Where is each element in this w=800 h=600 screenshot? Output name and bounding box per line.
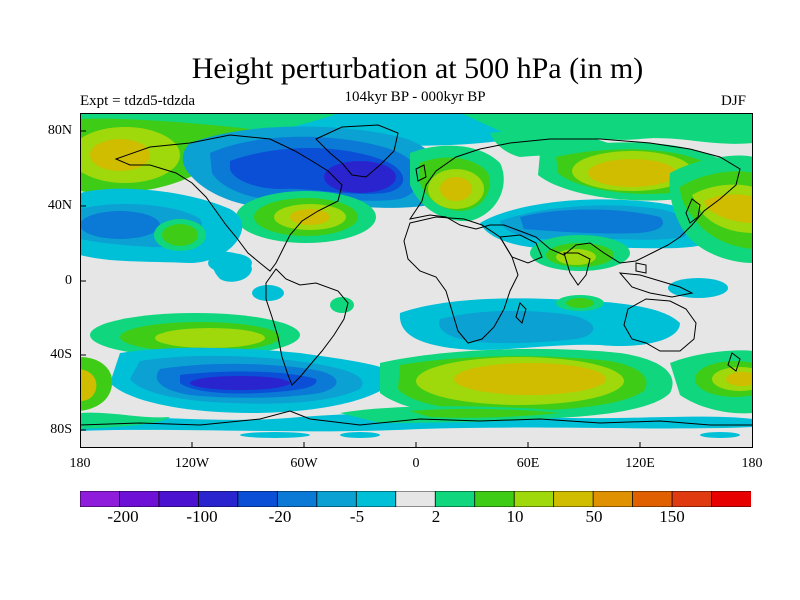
colorbar-label: 150 [659, 507, 685, 526]
contour-region [190, 376, 290, 390]
contour-region [726, 372, 753, 386]
colorbar-swatch [158, 491, 200, 507]
contour-region [90, 139, 150, 171]
contour-region [410, 408, 560, 418]
contour-region [520, 209, 664, 234]
contour-region [155, 328, 265, 348]
colorbar-swatches [80, 491, 751, 507]
contour-region [80, 412, 170, 429]
colorbar-swatch [632, 491, 673, 507]
lon-tick-label: 180 [69, 456, 91, 471]
lat-tick-label: 80N [47, 123, 72, 138]
contour-region [460, 113, 753, 144]
colorbar-swatch [553, 491, 595, 507]
contour-region [330, 297, 354, 313]
contour-region [668, 278, 728, 298]
contour-region [252, 285, 284, 301]
colorbar-swatch [474, 491, 516, 507]
contour-region [290, 209, 330, 225]
contour-region [240, 432, 310, 438]
plot-title: Height perturbation at 500 hPa (in m) [191, 52, 644, 85]
colorbar-label: -200 [107, 507, 139, 526]
colorbar-label: 2 [431, 507, 441, 526]
colorbar-swatch [711, 491, 751, 507]
coastlines [80, 124, 753, 426]
colorbar-label: -5 [349, 507, 365, 526]
contour-region [162, 224, 198, 246]
plot-subtitle: 104kyr BP - 000kyr BP [344, 89, 486, 105]
contour-region [566, 298, 594, 308]
lon-tick-label: 120E [625, 456, 655, 471]
colorbar-swatch [276, 491, 318, 507]
lat-tick-label: 80S [50, 422, 72, 437]
contour-region [700, 432, 740, 438]
colorbar-label: 50 [585, 507, 603, 526]
contour-region [324, 161, 396, 193]
contour-region [80, 211, 160, 239]
colorbar-swatch [434, 491, 476, 507]
lon-tick-label: 60W [290, 456, 318, 471]
contour-region [556, 249, 596, 265]
colorbar-label: -100 [186, 507, 218, 526]
colorbar-swatch [671, 491, 713, 507]
lon-tick-label: 0 [412, 456, 420, 471]
contour-region [454, 363, 606, 395]
colorbar-label: -20 [268, 507, 292, 526]
colorbar-swatch [395, 491, 437, 507]
colorbar-swatch [198, 491, 239, 507]
colorbar-label: 10 [506, 507, 524, 526]
colorbar-swatch [355, 491, 397, 507]
map-canvas [80, 113, 753, 448]
map-ticks [80, 130, 641, 448]
colorbar-swatch [237, 491, 279, 507]
contour-region [80, 427, 753, 448]
contour-region [80, 369, 97, 401]
lon-tick-label: 120W [174, 456, 210, 471]
season-label: DJF [721, 93, 747, 109]
colorbar-swatch [592, 491, 634, 507]
colorbar-swatch [316, 491, 358, 507]
lat-tick-label: 40S [50, 347, 72, 362]
contour-region [588, 159, 676, 187]
experiment-label: Expt = tdzd5-tdzda [80, 93, 196, 109]
contour-region [439, 310, 594, 344]
lon-tick-label: 180 [741, 456, 763, 471]
height-perturbation-map [80, 113, 753, 448]
contour-region [340, 432, 380, 438]
colorbar-swatch [80, 491, 121, 507]
colorbar [80, 491, 751, 507]
colorbar-swatch [119, 491, 160, 507]
contour-region [440, 177, 472, 201]
contour-region [208, 253, 252, 273]
colorbar-swatch [513, 491, 555, 507]
lon-tick-label: 60E [516, 456, 540, 471]
lat-tick-label: 40N [47, 198, 72, 213]
lat-tick-label: 0 [65, 273, 72, 288]
